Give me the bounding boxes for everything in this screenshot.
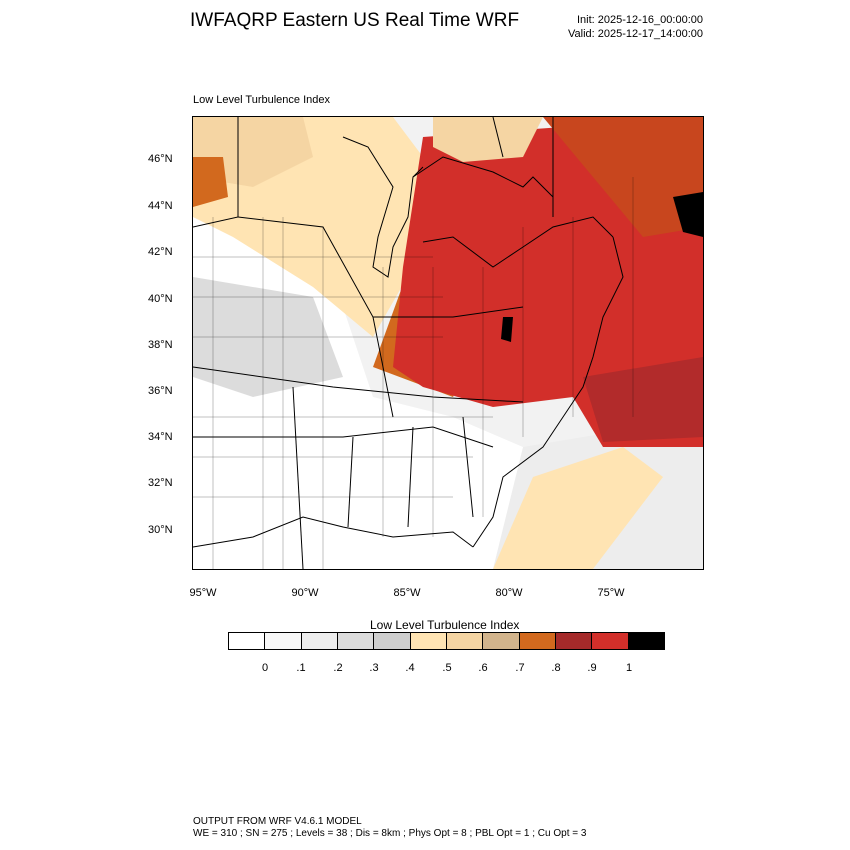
tan-index-lake-superior xyxy=(433,117,543,162)
colorbar-box-10 xyxy=(592,633,629,649)
lon-label-80: 80°W xyxy=(495,587,523,599)
lat-label-38: 38°N xyxy=(148,339,173,351)
colorbar xyxy=(228,632,665,650)
colorbar-box-9 xyxy=(555,633,593,649)
colorbar-box-11 xyxy=(628,633,664,649)
colorbar-box-8 xyxy=(519,633,556,649)
cb-tick-10: 1 xyxy=(625,662,633,674)
colorbar-box-1 xyxy=(265,633,302,649)
lat-label-46: 46°N xyxy=(148,153,173,165)
orange-index-dakotas xyxy=(193,157,228,207)
lat-label-32: 32°N xyxy=(148,477,173,489)
cb-tick-6: .6 xyxy=(478,662,488,674)
plot-title: IWFAQRP Eastern US Real Time WRF xyxy=(190,10,520,31)
model-info-line1: OUTPUT FROM WRF V4.6.1 MODEL xyxy=(193,816,362,827)
lon-label-85: 85°W xyxy=(393,587,421,599)
init-time: Init: 2025-12-16_00:00:00 xyxy=(577,14,703,26)
colorbar-box-4 xyxy=(374,633,411,649)
colorbar-box-7 xyxy=(483,633,520,649)
cb-tick-9: .9 xyxy=(587,662,597,674)
colorbar-title: Low Level Turbulence Index xyxy=(370,618,520,632)
valid-time: Valid: 2025-12-17_14:00:00 xyxy=(568,28,703,40)
colorbar-box-0 xyxy=(229,633,266,649)
orange-red-new-england xyxy=(543,117,703,237)
colorbar-box-3 xyxy=(337,633,375,649)
colorbar-box-2 xyxy=(301,633,338,649)
map-field-label: Low Level Turbulence Index xyxy=(193,94,330,106)
lat-label-30: 30°N xyxy=(148,524,173,536)
lon-label-95: 95°W xyxy=(189,587,217,599)
lon-label-75: 75°W xyxy=(597,587,625,599)
cb-tick-0: 0 xyxy=(261,662,269,674)
cb-tick-2: .2 xyxy=(333,662,343,674)
ocean-mid-index xyxy=(493,447,663,569)
lat-label-40: 40°N xyxy=(148,293,173,305)
county-lines xyxy=(193,177,634,569)
boundaries xyxy=(193,117,624,569)
turbulence-map xyxy=(192,116,704,570)
dark-red-coastal xyxy=(583,357,703,442)
lon-label-90: 90°W xyxy=(291,587,319,599)
cb-tick-5: .5 xyxy=(442,662,452,674)
cb-tick-3: .3 xyxy=(369,662,379,674)
lat-label-36: 36°N xyxy=(148,385,173,397)
map-canvas xyxy=(193,117,703,569)
cb-tick-4: .4 xyxy=(405,662,415,674)
max-index-appalachia xyxy=(501,317,513,342)
lat-label-34: 34°N xyxy=(148,431,173,443)
max-index-maine xyxy=(673,192,703,237)
cb-tick-8: .8 xyxy=(551,662,561,674)
colorbar-box-5 xyxy=(410,633,447,649)
cb-tick-1: .1 xyxy=(296,662,306,674)
colorbar-box-6 xyxy=(446,633,484,649)
lat-label-42: 42°N xyxy=(148,246,173,258)
model-info-line2: WE = 310 ; SN = 275 ; Levels = 38 ; Dis … xyxy=(193,828,587,839)
cb-tick-7: .7 xyxy=(515,662,525,674)
lat-label-44: 44°N xyxy=(148,200,173,212)
